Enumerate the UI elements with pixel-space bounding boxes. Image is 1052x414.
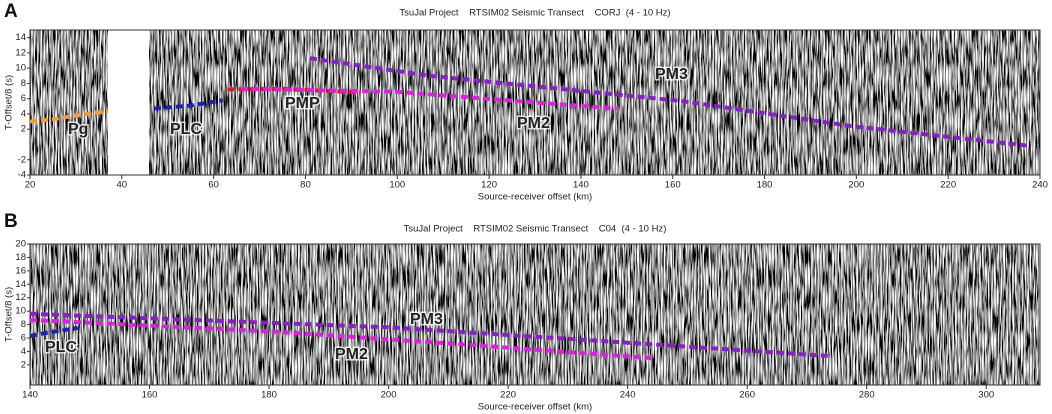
x-tick-label: 100 [389,180,405,191]
x-axis-label: Source-receiver offset (km) [478,402,592,413]
chart-title: TsuJal Project RTSIM02 Seismic Transect … [404,224,667,235]
phase-pick-line [29,317,652,361]
x-tick-label: 140 [573,180,589,191]
legend-label: PMP [285,95,320,112]
phase-pick-line [29,311,831,359]
phase-pick-line [309,56,1032,148]
phase-pick-line [227,86,361,95]
y-tick-label: 4 [21,108,26,119]
seismic-traces [30,244,1040,385]
plot-frame [29,29,1041,176]
x-tick-label: 80 [300,180,311,191]
x-tick-label: 220 [940,180,956,191]
y-tick-label: 8 [21,78,26,89]
x-tick-label: 40 [117,180,128,191]
y-tick-label: 12 [15,292,26,303]
x-tick-label: 120 [481,180,497,191]
legend-label: PM3 [410,311,443,328]
y-tick-label: 14 [15,279,26,290]
data-gap [108,30,149,175]
y-tick-label: 8 [21,319,26,330]
y-tick-label: 4 [21,346,26,357]
y-tick-label: 6 [21,333,26,344]
x-tick-label: 200 [848,180,864,191]
y-axis-label: T-Offset/8 (s) [4,287,15,342]
legend-label: PM2 [335,346,368,363]
legend-label: PLC [170,121,202,138]
y-axis-label: T-Offset/8 (s) [4,75,15,130]
y-tick-label: 10 [15,306,26,317]
panel-label: B [4,211,18,232]
y-tick-label: 12 [15,47,26,58]
phase-pick-line [241,86,618,111]
x-tick-label: 160 [142,390,158,401]
x-tick-label: 260 [739,390,755,401]
x-tick-label: 280 [859,390,875,401]
legend-label: PLC [45,339,77,356]
x-tick-label: 60 [208,180,219,191]
phase-pick-line [29,108,109,124]
y-tick-label: 18 [15,252,26,263]
legend-label: PM3 [655,66,688,83]
x-tick-label: 20 [25,180,36,191]
x-tick-label: 240 [620,390,636,401]
x-tick-label: 240 [1032,180,1048,191]
x-axis-label: Source-receiver offset (km) [478,192,592,203]
y-tick-label: -4 [18,170,26,181]
y-tick-label: 16 [15,265,26,276]
panel-label: A [4,1,18,22]
y-tick-label: 20 [15,239,26,250]
x-tick-label: 140 [22,390,38,401]
x-tick-label: 300 [978,390,994,401]
y-tick-label: 14 [15,32,26,43]
x-tick-label: 180 [757,180,773,191]
y-tick-label: 6 [21,93,26,104]
y-tick-label: 10 [15,63,26,74]
y-tick-label: -2 [18,154,26,165]
x-tick-label: 220 [500,390,516,401]
chart-title: TsuJal Project RTSIM02 Seismic Transect … [399,8,670,19]
x-tick-label: 180 [261,390,277,401]
x-tick-label: 160 [665,180,681,191]
y-tick-label: 2 [21,124,26,135]
legend-label: PM2 [517,115,550,132]
x-tick-label: 200 [381,390,397,401]
seismic-traces [30,30,1040,175]
legend-label: Pg [68,121,88,138]
y-tick-label: 2 [21,359,26,370]
phase-pick-line [153,98,224,111]
phase-pick-line [29,325,79,338]
